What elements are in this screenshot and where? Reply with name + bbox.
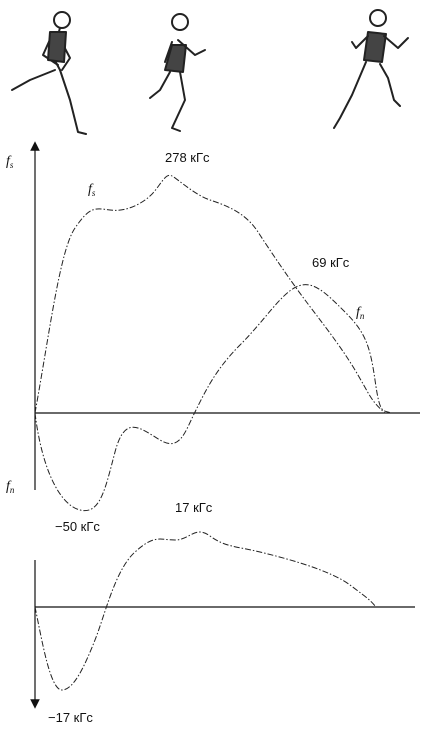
curve-label-sub: n xyxy=(360,311,365,321)
curve-label: fs xyxy=(88,182,96,198)
runners xyxy=(11,9,409,135)
runner-1 xyxy=(11,11,87,135)
annotation: 69 кГс xyxy=(312,255,350,270)
runner-2 xyxy=(149,13,206,132)
fn-curve xyxy=(34,284,393,512)
annotation: −17 кГс xyxy=(48,710,93,725)
annotation: 278 кГс xyxy=(165,150,210,165)
curve-label-main: f xyxy=(356,305,362,320)
lateral-curve xyxy=(34,531,377,691)
axis-label: fs xyxy=(6,154,14,170)
axis-label-main: f xyxy=(6,154,12,169)
curve-label-main: f xyxy=(88,182,94,197)
annotation: 17 кГс xyxy=(175,500,213,515)
fs-curve xyxy=(34,174,386,414)
curve-label-sub: s xyxy=(92,188,96,198)
annotation: −50 кГс xyxy=(55,519,100,534)
curve-label: fn xyxy=(356,305,365,321)
axis-label-sub: s xyxy=(10,160,14,170)
axis-label-sub: n xyxy=(10,485,15,495)
axis-label-main: f xyxy=(6,479,12,494)
runner-3 xyxy=(333,9,409,129)
axis-label: fn xyxy=(6,479,15,495)
